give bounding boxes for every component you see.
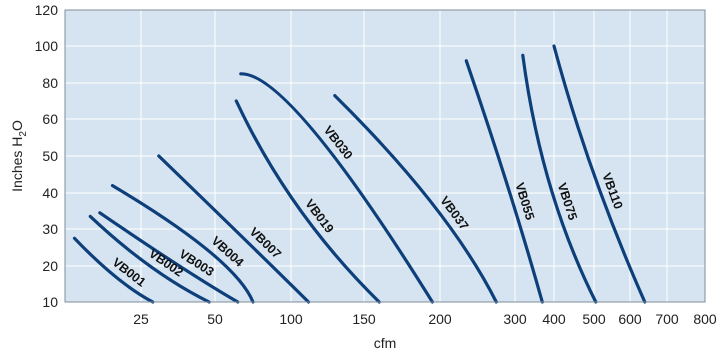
y-axis-label-end: O (9, 120, 25, 131)
x-tick-label: 25 (133, 311, 149, 327)
y-tick-label: 60 (42, 111, 58, 127)
y-tick-label: 100 (35, 38, 59, 54)
series-line-vb001 (72, 236, 155, 304)
series-line-vb003 (98, 211, 240, 304)
x-tick-label: 300 (503, 311, 527, 327)
series-line-vb075 (521, 53, 598, 304)
series-line-vb037 (333, 94, 498, 304)
series-line-vb055 (464, 59, 544, 304)
series-line-vb007 (157, 154, 311, 304)
x-tick-label: 800 (693, 311, 717, 327)
series-line-vb019 (234, 99, 381, 304)
series-line-vb002 (88, 214, 211, 304)
y-tick-label: 120 (35, 2, 59, 18)
plot-border (64, 9, 706, 303)
y-axis-label-main: Inches H (9, 137, 25, 192)
x-tick-label: 100 (279, 311, 303, 327)
x-tick-label: 600 (618, 311, 642, 327)
y-tick-labels: 10 20 30 40 50 60 80 100 120 (35, 2, 59, 310)
x-tick-label: 50 (207, 311, 223, 327)
x-tick-label: 200 (428, 311, 452, 327)
y-tick-label: 10 (42, 294, 58, 310)
y-tick-label: 30 (42, 221, 58, 237)
y-axis-label: Inches H2O (9, 120, 29, 192)
series-line-vb004 (110, 184, 255, 304)
x-tick-label: 150 (352, 311, 376, 327)
x-tick-label: 500 (582, 311, 606, 327)
series-line-vb030 (239, 72, 434, 304)
y-axis-label-subscript: 2 (18, 131, 29, 137)
y-tick-label: 20 (42, 258, 58, 274)
y-tick-label: 80 (42, 75, 58, 91)
x-tick-label: 400 (542, 311, 566, 327)
x-tick-labels: 25 50 100 150 200 300 400 500 600 700 800 (133, 311, 717, 327)
series-line-vb110 (552, 44, 647, 304)
series-layer (72, 44, 647, 304)
x-tick-label: 700 (655, 311, 679, 327)
y-tick-label: 40 (42, 185, 58, 201)
y-tick-label: 50 (42, 148, 58, 164)
x-axis-label: cfm (374, 335, 397, 351)
